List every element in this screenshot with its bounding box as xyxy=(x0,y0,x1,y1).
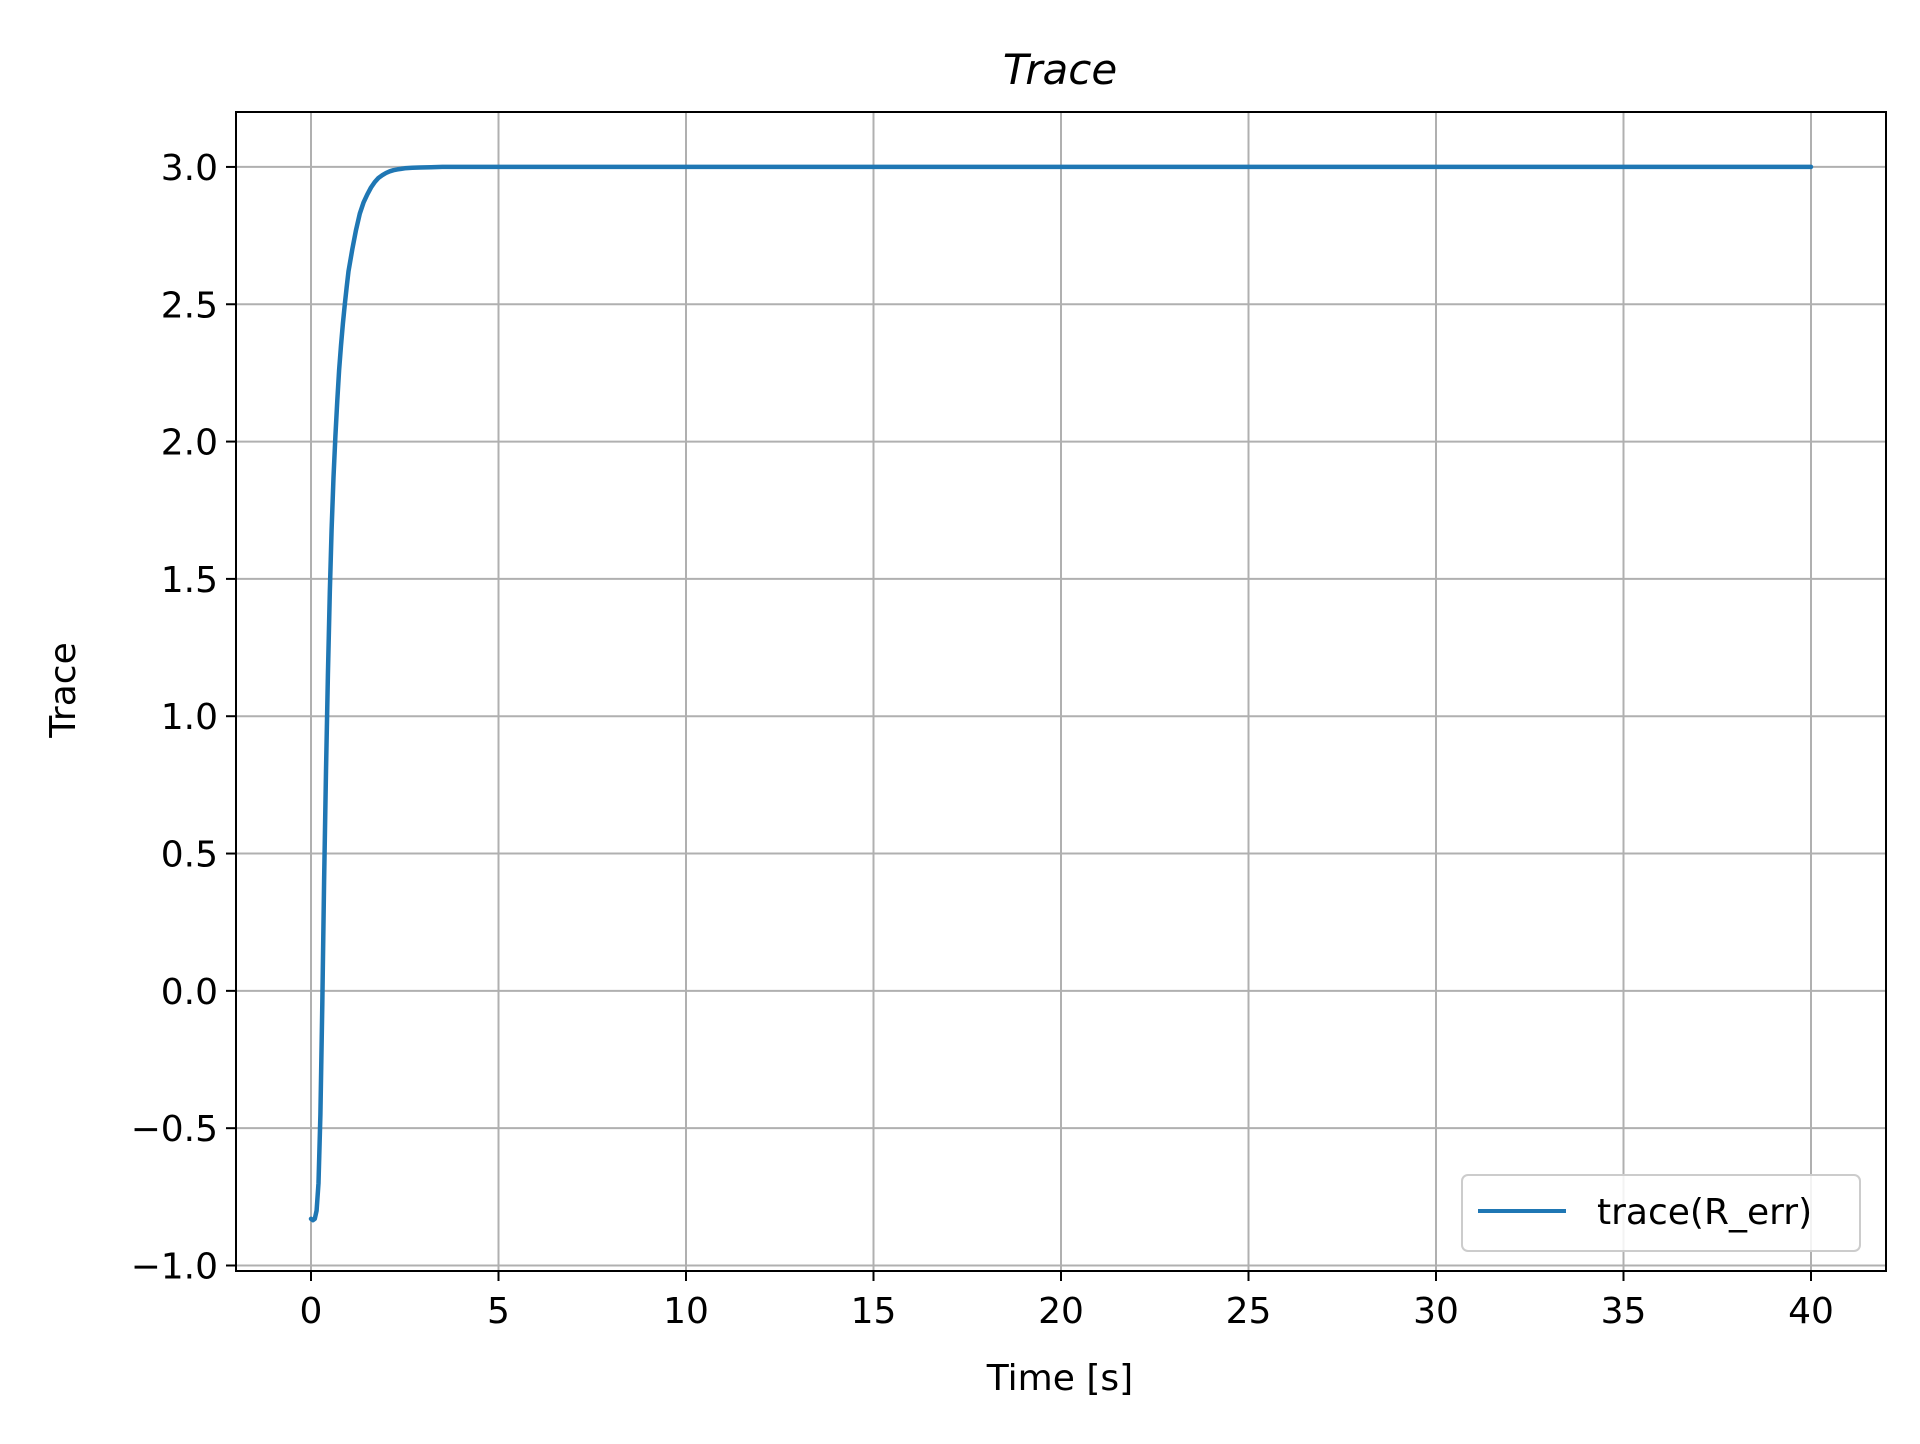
x-tick-label: 25 xyxy=(1226,1291,1272,1332)
x-tick-label: 30 xyxy=(1413,1291,1459,1332)
x-tick-label: 0 xyxy=(300,1291,323,1332)
y-tick-label: 2.0 xyxy=(161,423,218,464)
y-tick-label: 0.5 xyxy=(161,835,218,876)
y-tick-label: −1.0 xyxy=(131,1247,218,1288)
series-line-trace-r-err xyxy=(308,164,1814,1223)
x-tick-label: 35 xyxy=(1601,1291,1647,1332)
grid xyxy=(236,112,1886,1271)
x-tick-label: 20 xyxy=(1038,1291,1084,1332)
y-axis-label: Trace xyxy=(43,642,84,739)
x-axis-ticks: 0 5 10 15 20 25 30 35 40 xyxy=(300,1271,1834,1332)
y-axis-ticks: −1.0 −0.5 0.0 0.5 1.0 1.5 2.0 2.5 3.0 xyxy=(131,148,236,1288)
x-tick-label: 10 xyxy=(663,1291,709,1332)
y-tick-label: 3.0 xyxy=(161,148,218,189)
plot-area xyxy=(308,164,1814,1223)
x-tick-label: 5 xyxy=(487,1291,510,1332)
chart-title: Trace xyxy=(1003,45,1117,94)
y-tick-label: 0.0 xyxy=(161,972,218,1013)
y-tick-label: 2.5 xyxy=(161,285,218,326)
y-tick-label: 1.0 xyxy=(161,697,218,738)
x-axis-label: Time [s] xyxy=(986,1358,1133,1399)
legend: trace(R_err) xyxy=(1461,1174,1861,1252)
y-tick-label: −0.5 xyxy=(131,1109,218,1150)
legend-label-trace-r-err: trace(R_err) xyxy=(1597,1192,1812,1233)
legend-box xyxy=(1461,1174,1861,1252)
x-tick-label: 40 xyxy=(1788,1291,1834,1332)
x-tick-label: 15 xyxy=(851,1291,897,1332)
y-tick-label: 1.5 xyxy=(161,560,218,601)
